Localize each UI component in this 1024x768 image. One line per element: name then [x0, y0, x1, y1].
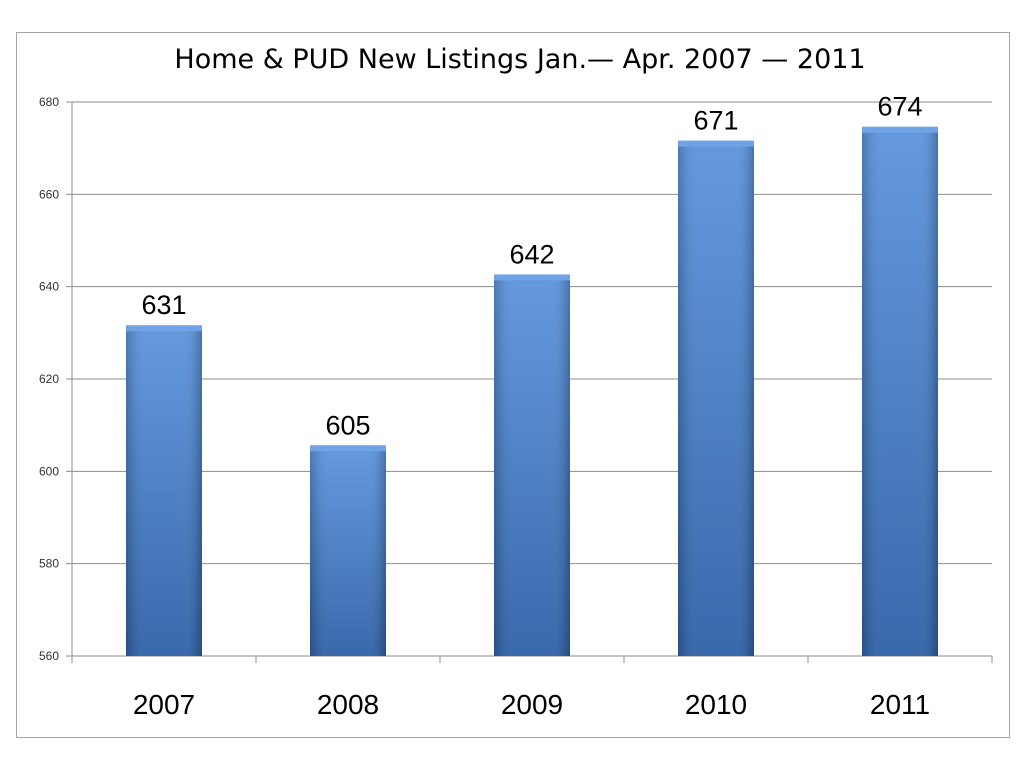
- bar-cap: [862, 126, 938, 133]
- data-label-2011: 674: [877, 92, 922, 122]
- data-label-2007: 631: [141, 290, 186, 320]
- bars: [126, 126, 938, 657]
- bar-shading: [862, 129, 938, 656]
- data-label-2010: 671: [693, 106, 738, 136]
- bar-2007: [126, 325, 202, 656]
- bar-cap: [494, 274, 570, 281]
- bar-cap: [310, 445, 386, 452]
- data-label-2008: 605: [325, 410, 370, 440]
- data-label-2009: 642: [509, 239, 554, 269]
- bar-2008: [310, 445, 386, 656]
- x-tick-label-2008: 2008: [317, 689, 379, 720]
- bar-2009: [494, 274, 570, 656]
- bar-2011: [862, 126, 938, 656]
- x-tick-label-2010: 2010: [685, 689, 747, 720]
- bar-shading: [678, 143, 754, 657]
- y-tick-label: 680: [39, 95, 59, 109]
- y-tick-label: 600: [39, 464, 59, 478]
- x-tick-label-2009: 2009: [501, 689, 563, 720]
- bar-cap: [126, 325, 202, 332]
- bar-shading: [126, 328, 202, 656]
- y-tick-label: 660: [39, 187, 59, 201]
- bar-shading: [310, 448, 386, 656]
- y-tick-label: 620: [39, 372, 59, 386]
- y-tick-label: 640: [39, 280, 59, 294]
- bar-shading: [494, 277, 570, 656]
- x-tick-label-2007: 2007: [133, 689, 195, 720]
- y-tick-label: 580: [39, 557, 59, 571]
- labels: 560 580 600 620 640 660 680 631 2007 605 2008 642 20…: [39, 92, 930, 720]
- chart-title: Home & PUD New Listings Jan.— Apr. 2007 …: [174, 44, 866, 75]
- x-tick-label-2011: 2011: [870, 689, 930, 720]
- y-tick-label: 560: [39, 649, 59, 663]
- bar-cap: [678, 140, 754, 147]
- bar-2010: [678, 140, 754, 657]
